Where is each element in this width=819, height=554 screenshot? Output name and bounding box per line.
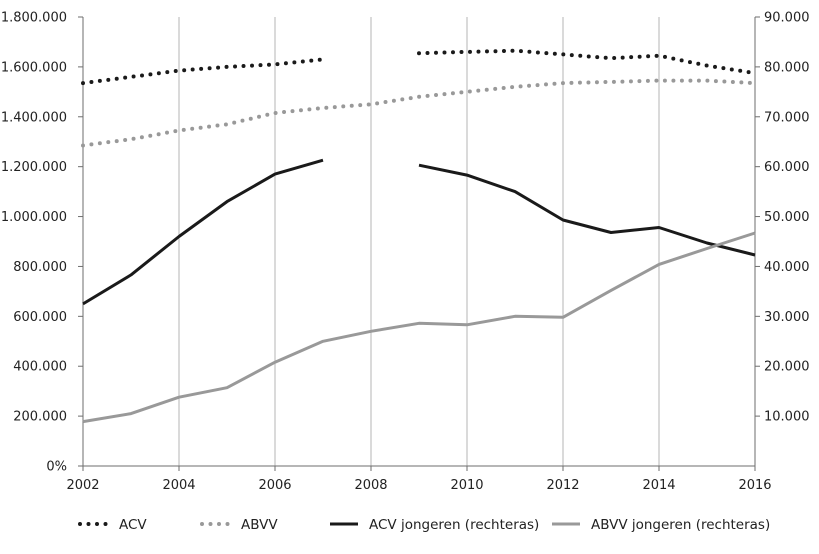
x-tick-label: 2010 [450,478,483,493]
x-tick-label: 2006 [258,478,291,493]
axes: 2002 2004 2006 2008 2010 2012 2014 2016 0% 200.00… [1,11,810,494]
legend-label-acv: ACV [119,517,147,533]
y-right-tick-label: 30.000 [764,310,810,325]
y-left-tick-label: 1.600.000 [1,60,67,75]
y-left-tick-label: 400.000 [13,360,67,375]
y-right-tick-label: 60.000 [764,160,810,175]
y-left-tick-label: 1.400.000 [1,110,67,125]
y-right-tick-label: 90.000 [764,11,810,26]
y-left-tick-label: 0% [46,460,67,475]
y-right-tick-label: 80.000 [764,60,810,75]
x-tick-label: 2008 [354,478,387,493]
series [81,48,757,424]
legend-label-acv-jongeren-rechteras: ACV jongeren (rechteras) [369,517,539,533]
series-line-acv-segment-1 [417,48,757,76]
y-right-tick-label: 40.000 [764,260,810,275]
x-tick-label: 2002 [66,478,99,493]
y-left-tick-label: 800.000 [13,260,67,275]
series-line-acv-jongeren-rechteras-segment-1 [418,163,756,257]
series-line-abvv-segment-0 [81,78,757,148]
series-line-acv-jongeren-rechteras-segment-0 [82,158,324,306]
legend-label-abvv: ABVV [241,517,278,533]
y-left-tick-label: 1.000.000 [1,210,67,225]
y-left-tick-label: 1.800.000 [1,11,67,26]
x-tick-label: 2012 [546,478,579,493]
grid [82,17,756,466]
x-tick-label: 2014 [642,478,675,493]
legend-label-abvv-jongeren-rechteras: ABVV jongeren (rechteras) [591,517,770,533]
y-right-tick-label: 20.000 [764,360,810,375]
series-line-abvv-jongeren-rechteras-segment-0 [82,231,756,424]
y-right-tick-label: 50.000 [764,210,810,225]
y-left-tick-label: 600.000 [13,310,67,325]
x-tick-label: 2004 [162,478,195,493]
y-left-tick-label: 1.200.000 [1,160,67,175]
x-tick-label: 2016 [738,478,771,493]
series-line-acv-segment-0 [81,57,325,86]
y-left-tick-label: 200.000 [13,410,67,425]
y-right-tick-label: 10.000 [764,410,810,425]
legend: ACV ABVV ACV jongeren (rechteras) ABVV jong… [78,517,770,533]
y-right-tick-label: 70.000 [764,110,810,125]
